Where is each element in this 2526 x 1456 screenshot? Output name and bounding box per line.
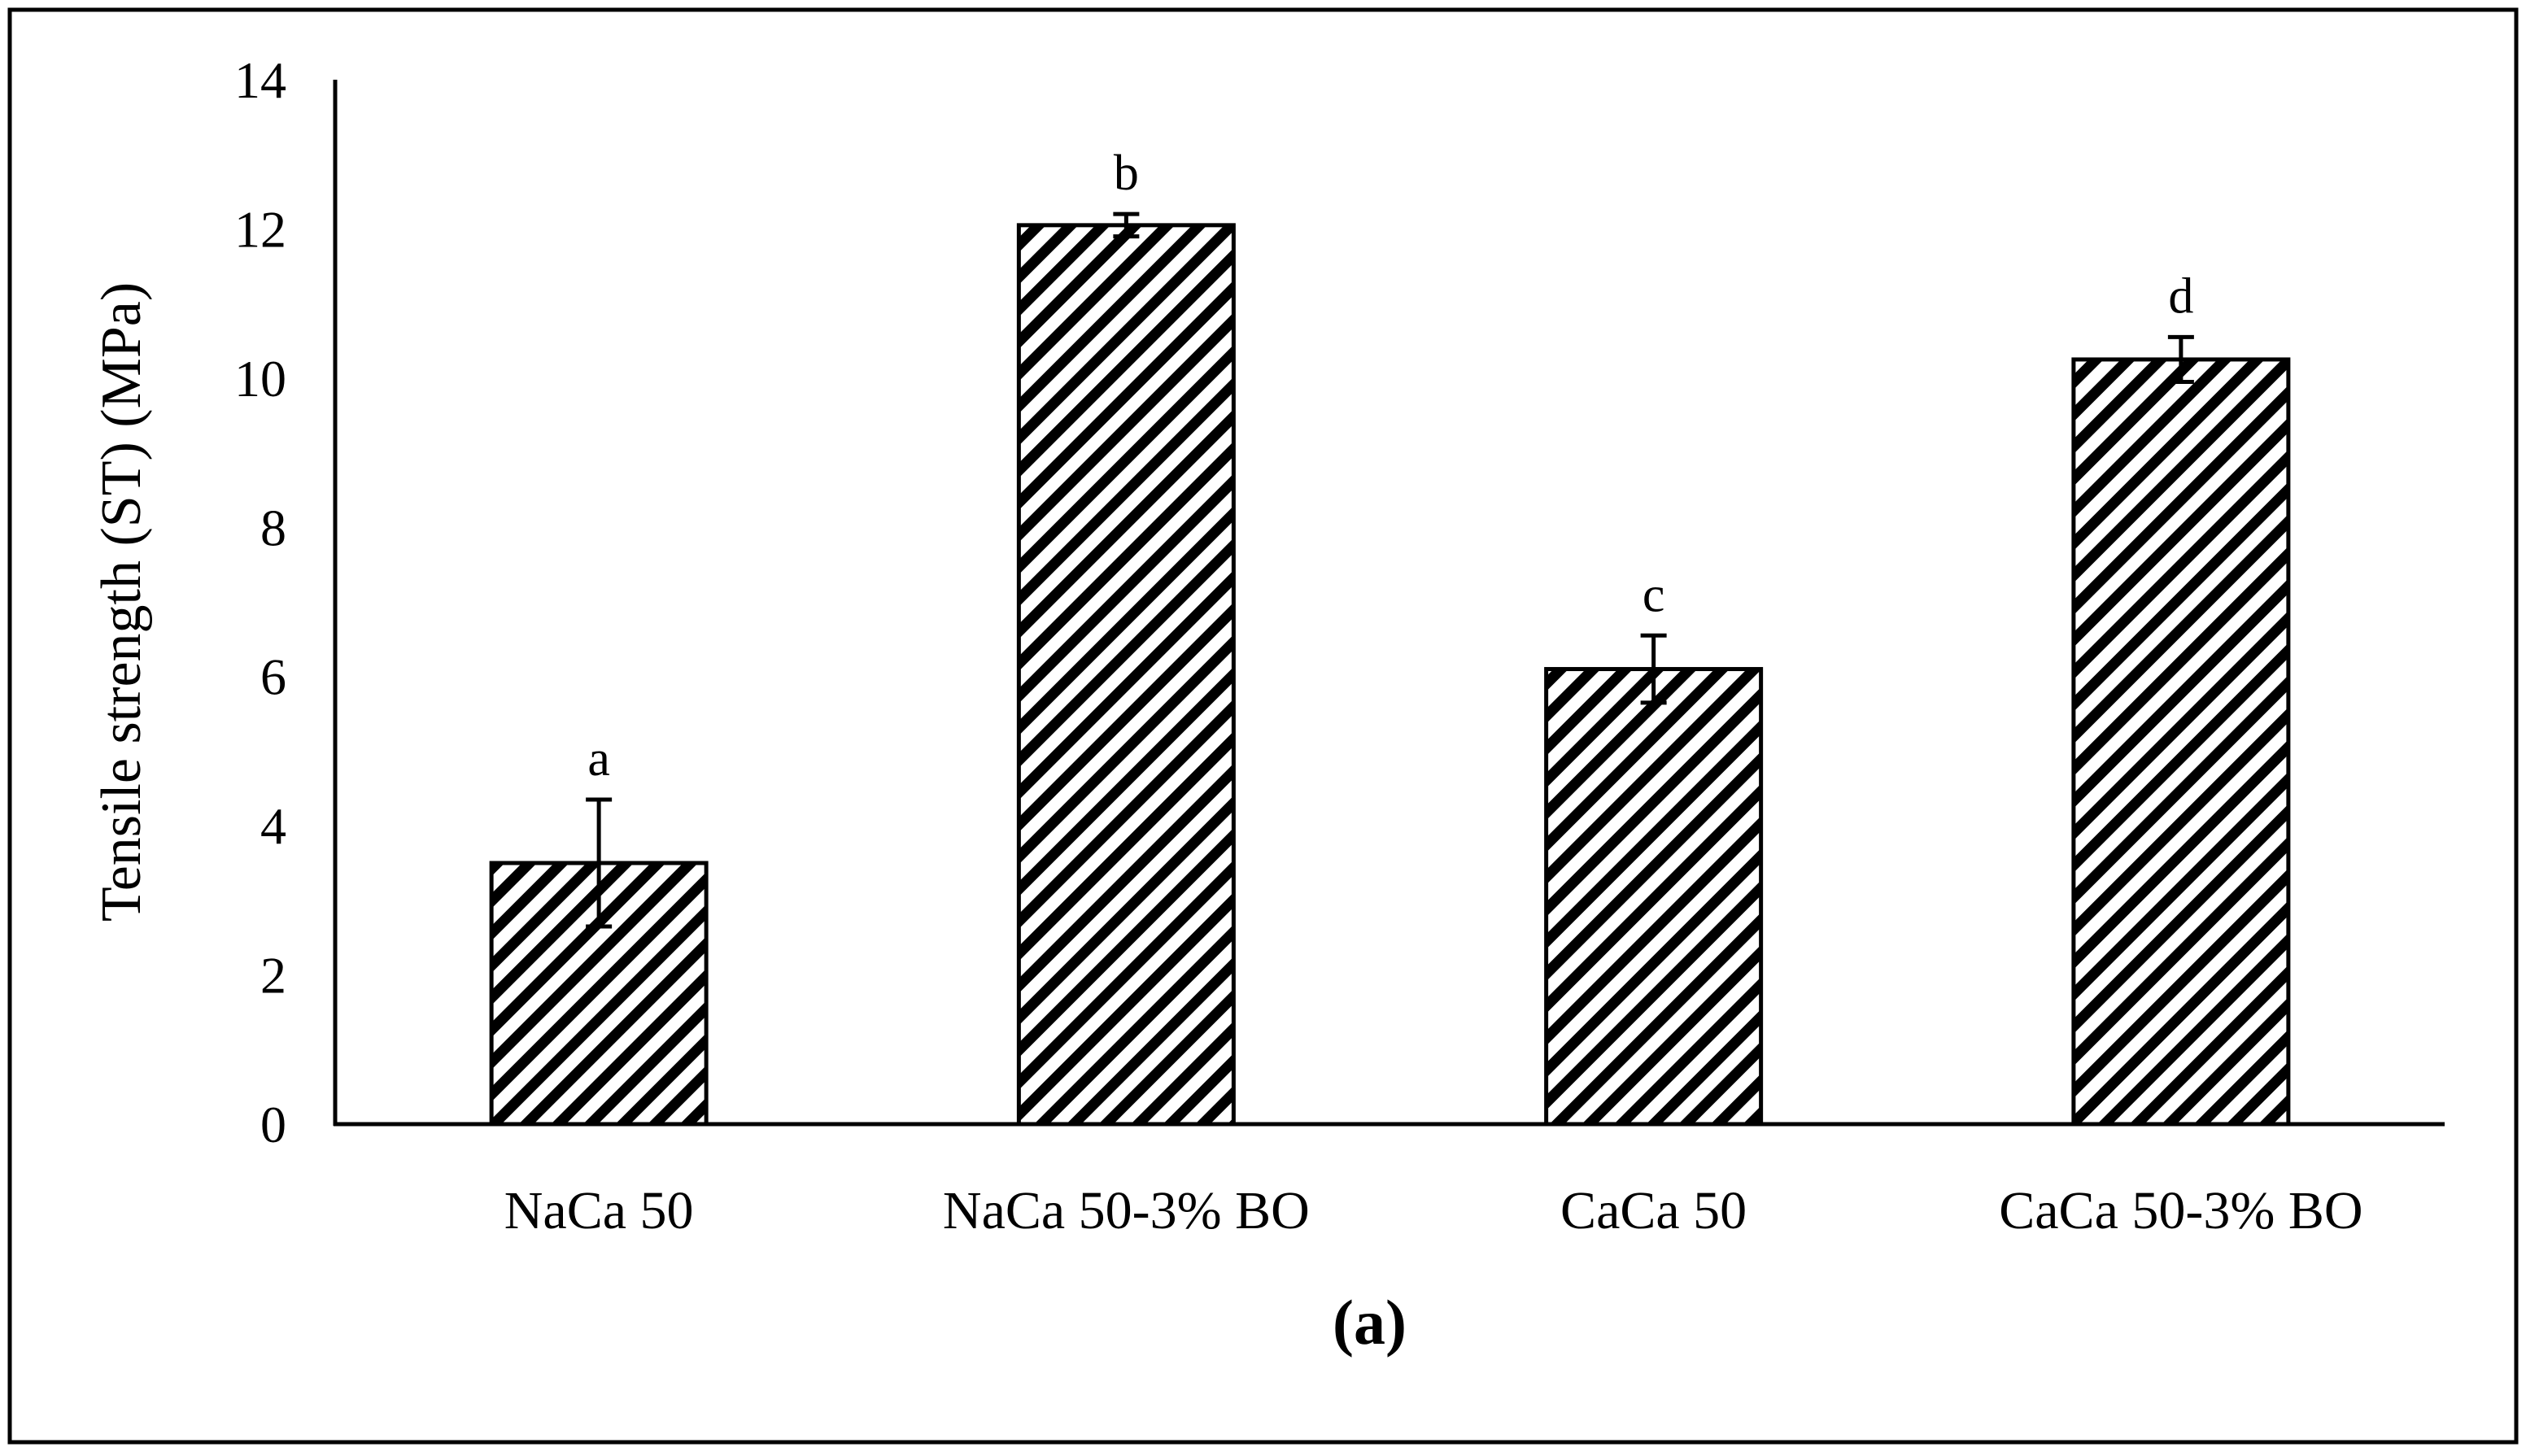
y-tick-label: 8	[260, 499, 286, 556]
x-tick-label: NaCa 50-3% BO	[943, 1181, 1310, 1240]
y-tick-label: 12	[234, 200, 286, 258]
y-tick-label: 2	[260, 947, 286, 1005]
bar	[1544, 667, 1764, 1127]
x-tick-label: CaCa 50	[1560, 1181, 1747, 1240]
y-tick-label: 14	[234, 51, 286, 109]
y-tick-label: 6	[260, 648, 286, 706]
significance-letter: a	[587, 731, 610, 787]
bar	[1016, 223, 1236, 1127]
y-axis-label: Tensile strength (ST) (MPa)	[90, 282, 153, 922]
y-tick-label: 4	[260, 797, 286, 855]
significance-letter: c	[1643, 567, 1665, 622]
x-tick-label: CaCa 50-3% BO	[1999, 1181, 2362, 1240]
y-tick-label: 10	[234, 350, 286, 408]
significance-letter: b	[1114, 146, 1139, 201]
y-tick-label: 0	[260, 1096, 286, 1153]
significance-letter: d	[2168, 268, 2193, 324]
outer-border	[7, 7, 2519, 1445]
x-tick-label: NaCa 50	[504, 1181, 694, 1240]
bar	[2071, 357, 2291, 1127]
panel-label: (a)	[1333, 1287, 1407, 1358]
